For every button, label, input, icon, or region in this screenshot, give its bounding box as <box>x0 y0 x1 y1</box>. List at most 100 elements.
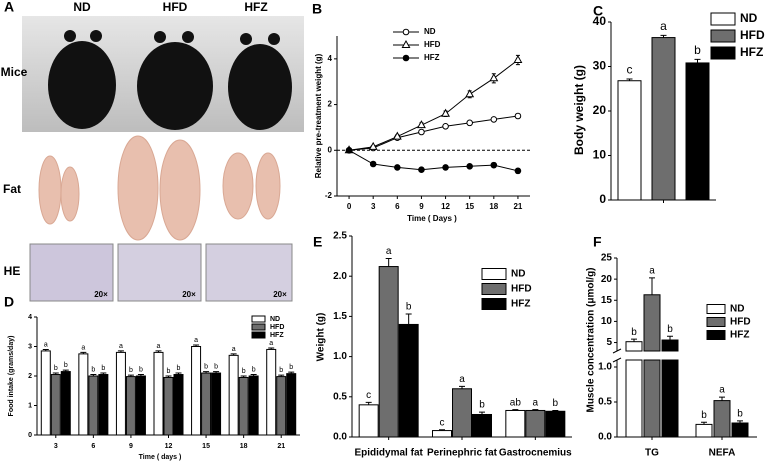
error-bar <box>230 353 237 356</box>
bar <box>163 376 174 436</box>
x-tick-label: 15 <box>465 202 474 211</box>
y-tick-label: 1.0 <box>598 362 612 373</box>
error-bar <box>193 344 200 347</box>
y-tick-label: 15 <box>601 295 613 306</box>
error-bar <box>250 374 257 376</box>
x-tick-label: 12 <box>441 202 450 211</box>
bar <box>60 371 71 436</box>
bar <box>713 400 731 438</box>
marker <box>441 108 451 117</box>
marker <box>418 166 425 174</box>
error-bar <box>165 375 172 378</box>
error-bar <box>439 429 445 431</box>
marker <box>394 164 401 171</box>
y-tick-label: 0.5 <box>598 397 612 408</box>
bar <box>695 423 713 438</box>
error-bar <box>90 374 97 376</box>
bar <box>545 410 566 438</box>
error-bar <box>278 374 285 377</box>
bar <box>50 374 61 436</box>
bar <box>286 373 297 436</box>
y-tick-label: 0.5 <box>333 391 347 402</box>
y-tick-label: 4 <box>328 54 333 63</box>
bar <box>211 372 222 436</box>
y-tick-label: 2 <box>28 373 32 380</box>
axis-break <box>612 357 622 363</box>
error-bar <box>268 347 275 350</box>
error-bar <box>155 350 162 353</box>
legend-label: HFZ <box>424 53 440 62</box>
bar <box>201 372 212 436</box>
x-tick-label: Gastrocnemius <box>499 448 572 459</box>
significance-letter: a <box>386 246 392 257</box>
bar <box>248 375 259 436</box>
error-bar <box>459 385 465 389</box>
legend-label: HFD <box>511 284 532 295</box>
axis-break <box>612 348 622 354</box>
x-tick-label: 15 <box>202 443 210 450</box>
legend-swatch <box>251 323 266 331</box>
he-image <box>205 243 293 302</box>
significance-letter: b <box>667 324 673 335</box>
error-bar <box>667 335 673 341</box>
row-label: HE <box>4 264 21 278</box>
error-bar <box>365 401 372 405</box>
error-bar <box>203 371 210 374</box>
error-bar <box>631 338 637 342</box>
significance-letter: a <box>81 344 85 351</box>
bar <box>643 294 661 352</box>
column-label: HFZ <box>244 0 267 14</box>
y-tick-label: 5 <box>606 337 612 348</box>
column-label: HFD <box>163 0 188 14</box>
y-tick-label: 1 <box>28 402 32 409</box>
magnification: 20× <box>94 290 108 299</box>
significance-letter: b <box>631 327 637 338</box>
bar <box>125 376 136 436</box>
legend-swatch <box>706 330 726 340</box>
row-label: Fat <box>3 182 21 196</box>
significance-letter: a <box>119 343 123 350</box>
x-tick-label: TG <box>645 448 659 459</box>
bar <box>505 409 526 438</box>
significance-letter: a <box>157 343 161 350</box>
legend-label: ND <box>270 316 280 323</box>
y-tick-label: 1.0 <box>333 351 347 362</box>
error-bar <box>100 372 107 375</box>
mice <box>48 30 292 130</box>
x-tick-label: 12 <box>165 443 173 450</box>
x-tick-label: 0 <box>347 202 352 211</box>
error-bar <box>512 409 519 411</box>
error-bar <box>127 374 134 377</box>
significance-letter: a <box>719 385 725 396</box>
bar <box>378 266 399 438</box>
y-tick-label: 1.5 <box>333 311 347 322</box>
bar <box>173 374 184 436</box>
marker <box>466 119 473 127</box>
bar <box>651 37 676 201</box>
significance-letter: b <box>139 366 143 373</box>
legend-swatch <box>706 317 726 327</box>
error-bar <box>385 258 392 267</box>
significance-letter: a <box>194 337 198 344</box>
panel-label: D <box>4 294 14 310</box>
y-tick-label: 10 <box>593 148 607 162</box>
y-axis-title: Weight (g) <box>316 313 327 362</box>
bar <box>525 409 546 438</box>
error-bar <box>660 34 667 38</box>
significance-letter: c <box>440 417 445 428</box>
y-tick-label: 4 <box>28 314 32 321</box>
significance-letter: a <box>649 266 655 277</box>
y-tick-label: 0.0 <box>333 432 347 443</box>
legend-swatch <box>710 29 736 43</box>
magnification: 20× <box>273 290 287 299</box>
significance-letter: b <box>242 368 246 375</box>
error-bar <box>52 372 59 375</box>
error-bar <box>701 421 707 425</box>
marker <box>418 128 425 136</box>
legend-marker <box>402 54 410 62</box>
legend-swatch <box>251 331 266 339</box>
x-tick-label: 3 <box>54 443 58 450</box>
marker <box>392 131 402 140</box>
legend-label: HFD <box>740 28 765 42</box>
significance-letter: b <box>479 400 485 411</box>
